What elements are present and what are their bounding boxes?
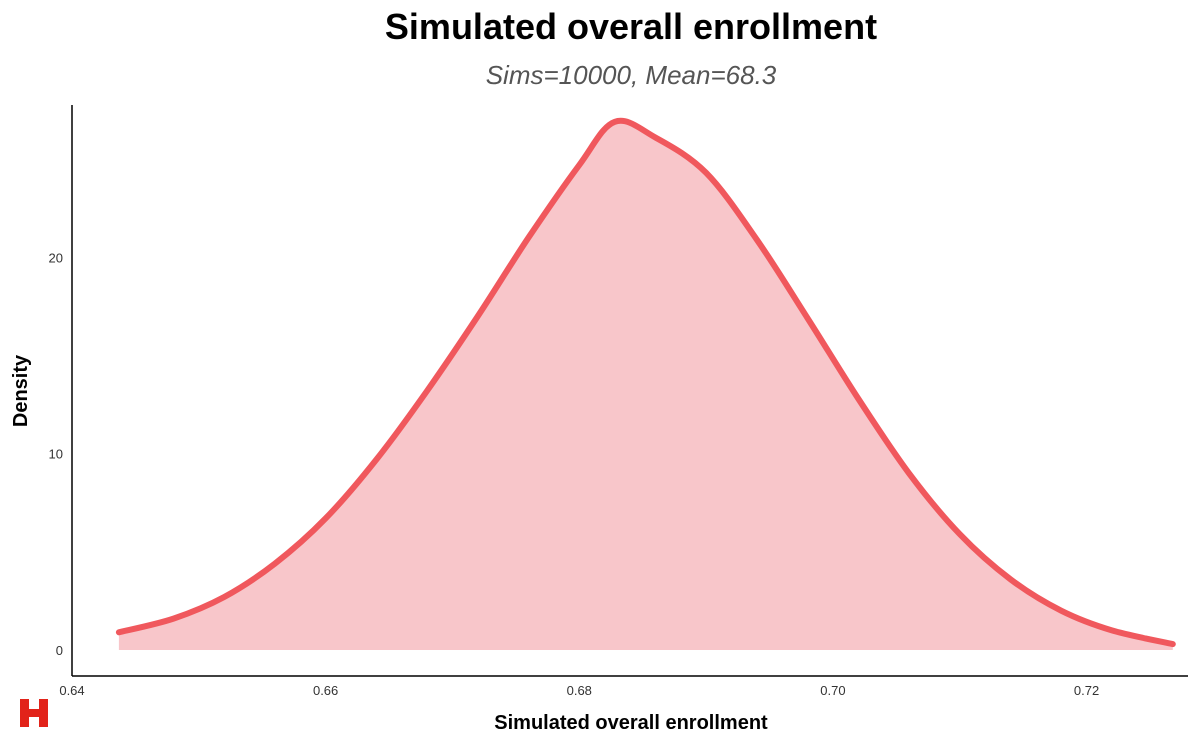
density-line (115, 117, 1176, 648)
x-tick-label: 0.72 (1074, 683, 1099, 698)
x-tick-label: 0.64 (59, 683, 84, 698)
y-tick-label: 0 (56, 643, 63, 658)
logo-cross-bar (20, 709, 48, 717)
chart-subtitle: Sims=10000, Mean=68.3 (485, 60, 777, 90)
chart-title: Simulated overall enrollment (384, 6, 878, 47)
x-tick-label: 0.66 (313, 683, 338, 698)
y-tick-label: 10 (49, 447, 63, 462)
y-tick-label: 20 (49, 250, 63, 265)
x-tick-label: 0.68 (567, 683, 592, 698)
density-area-fill (118, 120, 1173, 651)
x-tick-label: 0.70 (820, 683, 845, 698)
brand-logo (20, 699, 48, 727)
y-axis-title: Density (10, 354, 32, 427)
x-axis-title: Simulated overall enrollment (494, 712, 768, 734)
